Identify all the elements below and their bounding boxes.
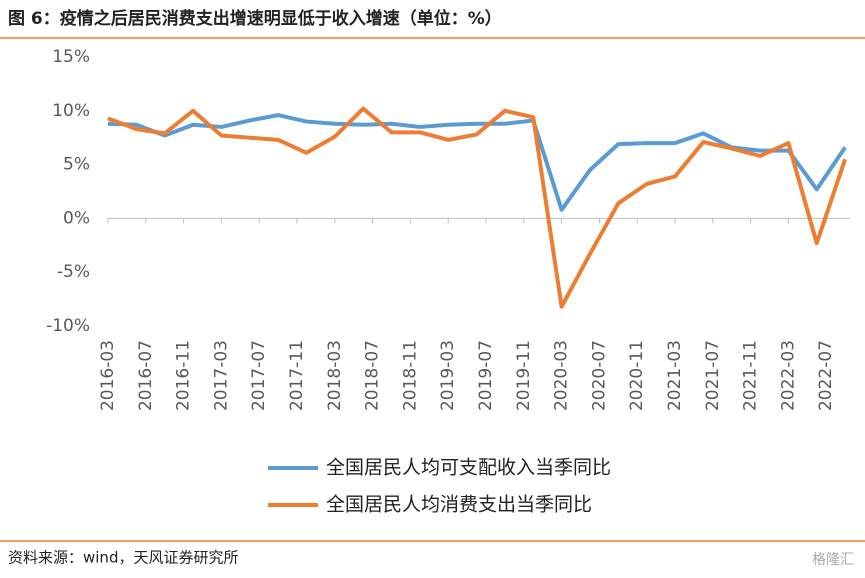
y-tick-label: 0% [63, 208, 90, 228]
x-tick-label: 2020-11 [627, 340, 647, 411]
x-tick-label: 2016-03 [98, 340, 118, 411]
x-tick-label: 2018-11 [400, 340, 420, 411]
legend-label: 全国居民人均消费支出当季同比 [326, 494, 592, 516]
legend-label: 全国居民人均可支配收入当季同比 [326, 457, 611, 479]
x-tick-label: 2022-03 [778, 340, 798, 411]
y-tick-label: 15% [52, 47, 90, 67]
series-line [107, 113, 847, 212]
x-tick-label: 2017-11 [287, 340, 307, 411]
y-tick-label: 10% [52, 101, 90, 121]
chart-title: 图 6：疫情之后居民消费支出增速明显低于收入增速（单位：%） [8, 8, 502, 29]
x-tick-label: 2019-03 [438, 340, 458, 411]
x-tick-label: 2018-03 [325, 340, 345, 411]
x-tick-label: 2019-11 [514, 340, 534, 411]
x-tick-label: 2021-11 [741, 340, 761, 411]
x-tick-label: 2016-07 [136, 340, 156, 411]
x-tick-label: 2021-03 [665, 340, 685, 411]
x-tick-label: 2018-07 [363, 340, 383, 411]
x-tick-label: 2020-07 [589, 340, 609, 411]
x-tick-label: 2019-07 [476, 340, 496, 411]
watermark: 格隆汇 [812, 552, 854, 568]
x-tick-label: 2021-07 [703, 340, 723, 411]
x-tick-label: 2020-03 [552, 340, 572, 411]
y-tick-label: -10% [46, 316, 90, 336]
x-tick-label: 2022-07 [816, 340, 836, 411]
source: 资料来源：wind，天风证券研究所 [8, 549, 238, 567]
y-tick-label: -5% [57, 262, 90, 282]
x-tick-label: 2017-03 [211, 340, 231, 411]
series-line [107, 106, 847, 309]
y-tick-label: 5% [63, 155, 90, 175]
x-tick-label: 2016-11 [174, 340, 194, 411]
x-tick-label: 2017-07 [249, 340, 269, 411]
